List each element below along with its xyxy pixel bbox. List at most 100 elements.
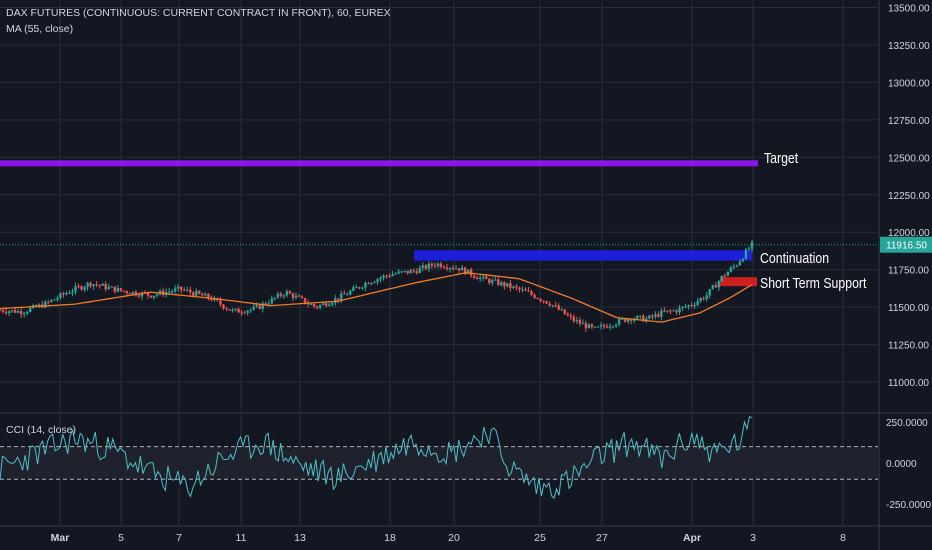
candle[interactable] [660, 310, 663, 317]
candle[interactable] [430, 263, 434, 266]
candle[interactable] [107, 286, 110, 290]
candle[interactable] [270, 298, 274, 304]
candle[interactable] [442, 267, 446, 269]
candle[interactable] [204, 293, 207, 296]
candle[interactable] [720, 275, 723, 282]
candle[interactable] [1, 310, 5, 312]
candle[interactable] [68, 293, 71, 295]
candle[interactable] [300, 296, 304, 298]
candle[interactable] [346, 294, 349, 296]
candle[interactable] [80, 286, 83, 290]
candle[interactable] [693, 304, 696, 306]
candle[interactable] [669, 310, 672, 312]
candle[interactable] [614, 324, 618, 327]
candle[interactable] [176, 286, 180, 289]
candle[interactable] [636, 315, 639, 319]
candle[interactable] [605, 326, 609, 328]
candle[interactable] [478, 277, 482, 280]
candle[interactable] [497, 279, 500, 286]
candle[interactable] [77, 286, 80, 288]
candle[interactable] [222, 304, 225, 309]
candle[interactable] [297, 295, 301, 297]
candle[interactable] [651, 315, 654, 317]
candle[interactable] [89, 282, 92, 287]
candle[interactable] [367, 283, 370, 285]
candle[interactable] [418, 267, 421, 274]
candle[interactable] [639, 315, 642, 317]
candle[interactable] [243, 312, 246, 314]
candle[interactable] [170, 291, 174, 293]
candle[interactable] [708, 289, 711, 296]
candle[interactable] [86, 282, 89, 288]
candle[interactable] [343, 293, 346, 295]
candle[interactable] [702, 298, 705, 300]
candle[interactable] [439, 263, 443, 268]
candle[interactable] [472, 275, 476, 278]
candle[interactable] [327, 304, 331, 307]
candle[interactable] [620, 318, 624, 320]
candle[interactable] [648, 315, 651, 319]
candle[interactable] [38, 304, 41, 307]
candle[interactable] [732, 266, 736, 268]
candle[interactable] [599, 325, 603, 327]
candle[interactable] [539, 298, 542, 301]
candle[interactable] [255, 305, 258, 307]
candle[interactable] [340, 293, 343, 301]
candle[interactable] [448, 267, 452, 269]
candle[interactable] [433, 265, 437, 267]
time-axis[interactable]: Mar 5 7 11 13 18 20 25 27 Apr 3 8 [51, 532, 846, 544]
candle[interactable] [146, 293, 150, 296]
candle[interactable] [228, 309, 231, 311]
candle[interactable] [563, 309, 566, 315]
candle[interactable] [687, 305, 690, 307]
candle[interactable] [654, 314, 657, 317]
candle[interactable] [59, 293, 62, 299]
candle[interactable] [267, 303, 270, 305]
candle[interactable] [454, 268, 458, 270]
candle[interactable] [684, 306, 687, 308]
candle[interactable] [65, 293, 68, 295]
candle[interactable] [95, 284, 98, 286]
candle[interactable] [729, 267, 733, 272]
candle[interactable] [234, 308, 237, 310]
candle[interactable] [750, 241, 754, 249]
candle[interactable] [0, 310, 2, 312]
candle[interactable] [714, 285, 717, 288]
candle[interactable] [186, 289, 189, 291]
candle[interactable] [617, 318, 621, 325]
candle[interactable] [602, 325, 606, 327]
candle[interactable] [137, 295, 141, 297]
candle[interactable] [500, 282, 503, 286]
ma-legend[interactable]: MA (55, close) [6, 23, 74, 35]
candle[interactable] [183, 289, 186, 291]
candle[interactable] [44, 301, 47, 308]
candle[interactable] [131, 291, 135, 295]
candle[interactable] [466, 269, 470, 275]
candle[interactable] [735, 265, 739, 267]
candle[interactable] [22, 313, 26, 315]
candle[interactable] [723, 275, 727, 277]
candle[interactable] [572, 316, 576, 322]
candle[interactable] [482, 276, 485, 278]
candle[interactable] [288, 291, 292, 294]
candle[interactable] [116, 288, 119, 292]
candle[interactable] [83, 287, 86, 290]
candle[interactable] [460, 267, 464, 271]
candle[interactable] [569, 315, 572, 317]
candle[interactable] [485, 276, 488, 279]
candle[interactable] [56, 298, 59, 300]
candle[interactable] [195, 290, 198, 296]
candle[interactable] [7, 311, 11, 314]
candle[interactable] [705, 295, 708, 300]
candle[interactable] [291, 293, 295, 298]
last-price-tag[interactable] [880, 236, 932, 253]
candle[interactable] [189, 289, 192, 293]
candle[interactable] [681, 306, 684, 308]
candle[interactable] [536, 298, 539, 300]
candle[interactable] [521, 289, 524, 291]
candle[interactable] [463, 267, 467, 275]
candle[interactable] [152, 295, 156, 298]
candle[interactable] [110, 286, 113, 288]
candle[interactable] [412, 270, 415, 272]
candle[interactable] [16, 310, 20, 313]
